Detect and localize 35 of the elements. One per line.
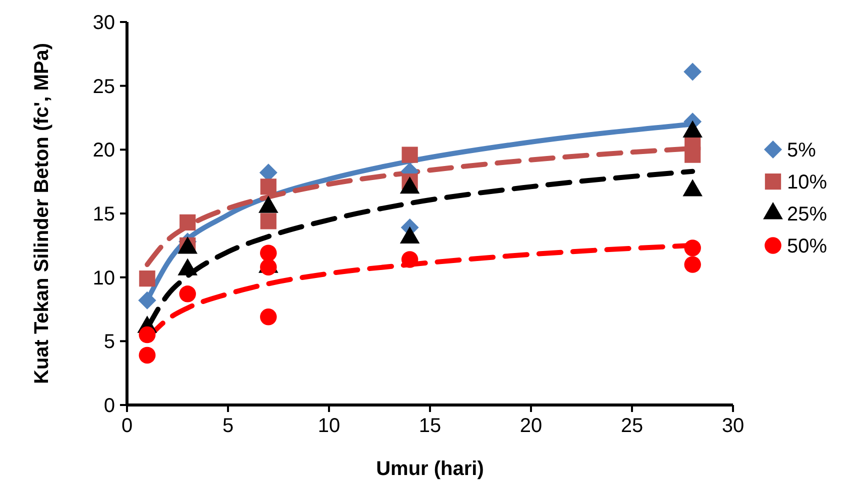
point [684, 240, 701, 256]
x-tick-label: 5 [222, 415, 234, 437]
point [684, 146, 701, 163]
y-tick-label: 10 [92, 267, 115, 290]
point [260, 213, 276, 230]
y-axis-title: Kuat Tekan Silinder Beton (fc', MPa) [31, 42, 53, 384]
y-tick-label: 25 [92, 76, 115, 98]
y-tick-label: 0 [104, 395, 115, 417]
y-tick-label: 20 [92, 140, 115, 162]
point [138, 326, 156, 344]
x-tick-label: 20 [520, 415, 542, 437]
x-tick-label: 0 [121, 415, 133, 437]
legend-label: 50% [787, 236, 828, 258]
x-tick-label: 30 [722, 415, 744, 437]
x-tick-label: 15 [418, 415, 442, 437]
point [402, 146, 418, 163]
point [260, 178, 276, 195]
legend-label: 25% [787, 204, 828, 226]
point [684, 256, 701, 273]
point [139, 270, 156, 287]
x-axis-title: Umur (hari) [376, 458, 484, 480]
point [260, 308, 277, 326]
y-tick-label: 15 [92, 204, 115, 226]
legend-label: 10% [787, 172, 828, 194]
point [684, 62, 702, 81]
point [180, 214, 196, 230]
x-tick-label: 25 [620, 415, 644, 437]
point [138, 346, 156, 364]
point [179, 286, 196, 302]
legend-label: 5% [787, 140, 816, 162]
point [401, 251, 418, 268]
point [138, 291, 156, 310]
x-tick-label: 10 [318, 415, 340, 437]
y-tick-label: 5 [104, 331, 115, 354]
y-tick-label: 30 [92, 12, 115, 34]
